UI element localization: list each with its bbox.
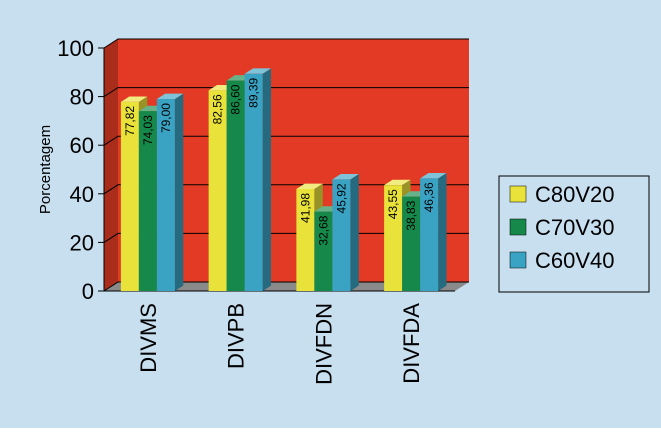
- bar: [120, 101, 139, 291]
- bar-side: [262, 68, 272, 292]
- y-tick-label: 40: [70, 182, 94, 207]
- data-label: 89,39: [247, 77, 261, 107]
- bar: [384, 185, 403, 291]
- data-label: 79,00: [159, 103, 173, 133]
- x-tick-label: DIVFDN: [311, 303, 336, 385]
- data-label: 86,60: [229, 84, 243, 114]
- bar-side: [350, 174, 359, 291]
- y-tick-labels: 0 20 40 60 80 100: [57, 36, 94, 304]
- side-wall: [104, 39, 118, 291]
- data-label: 32,68: [316, 215, 330, 245]
- bar-top: [156, 93, 184, 100]
- bar: [420, 178, 439, 291]
- y-tick-label: 20: [70, 230, 94, 255]
- legend: C80V20 C70V30 C60V40: [498, 175, 650, 293]
- gridline: [103, 38, 469, 49]
- bar-top: [120, 96, 148, 102]
- y-axis-label: Porcentagem: [37, 125, 54, 214]
- x-tick-labels: DIVMS DIVPB DIVFDN DIVFDA: [136, 303, 424, 385]
- x-tick-label: DIVMS: [136, 303, 161, 373]
- bar-top: [332, 174, 359, 180]
- x-tick-label: DIVFDA: [399, 303, 424, 384]
- bar: [296, 188, 315, 291]
- gridline: [103, 87, 469, 98]
- bar-top: [384, 179, 411, 186]
- data-label: 46,36: [422, 182, 436, 212]
- data-label: 74,03: [141, 115, 155, 145]
- bar-side: [174, 93, 184, 291]
- data-label: 43,55: [386, 189, 400, 219]
- bar: [244, 73, 263, 291]
- legend-label: C70V30: [535, 215, 615, 240]
- y-tick-label: 80: [70, 85, 94, 110]
- bar: [402, 196, 421, 291]
- data-label: 82,56: [211, 94, 225, 124]
- floor: [104, 282, 469, 291]
- bar-top: [420, 172, 447, 179]
- legend-swatch: [509, 251, 527, 269]
- data-label: 45,92: [334, 183, 348, 213]
- bar: [226, 80, 245, 291]
- y-tick-label: 100: [57, 36, 94, 61]
- y-tick-label: 0: [82, 279, 94, 304]
- data-label: 38,83: [404, 200, 418, 230]
- bar: [332, 179, 351, 291]
- gridline: [103, 135, 469, 146]
- x-tick-label: DIVPB: [224, 303, 249, 369]
- y-tick-label: 60: [70, 133, 94, 158]
- bar-side: [438, 172, 447, 291]
- bar: [138, 111, 157, 291]
- legend-swatch: [509, 185, 527, 203]
- legend-label: C60V40: [535, 248, 615, 273]
- bar-top: [244, 68, 272, 74]
- data-label: 41,98: [298, 193, 312, 223]
- bar: [208, 90, 227, 291]
- bar: [314, 211, 333, 291]
- bar: [156, 99, 175, 291]
- bars: 77,82 74,03 79,00 82,56 86,60 89,39 41,98 32,68…: [120, 68, 447, 292]
- legend-label: C80V20: [535, 182, 615, 207]
- legend-swatch: [509, 218, 527, 236]
- bar-top: [296, 183, 323, 189]
- data-label: 77,82: [123, 106, 137, 136]
